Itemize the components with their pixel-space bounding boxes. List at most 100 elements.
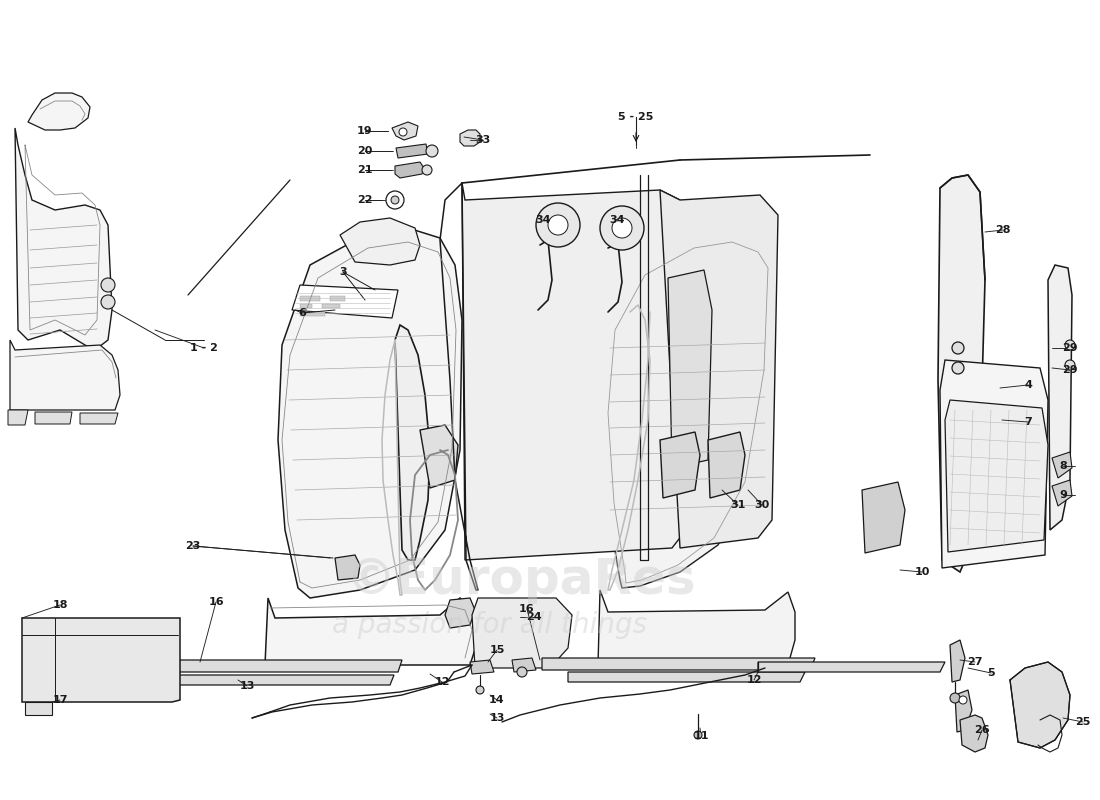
Circle shape [600, 206, 643, 250]
Text: 22: 22 [358, 195, 373, 205]
Text: 19: 19 [358, 126, 373, 136]
Polygon shape [336, 555, 360, 580]
Text: 34: 34 [609, 215, 625, 225]
Circle shape [959, 696, 967, 704]
Polygon shape [602, 228, 772, 588]
Text: 29: 29 [1063, 365, 1078, 375]
Polygon shape [460, 130, 480, 146]
Polygon shape [22, 618, 180, 702]
Text: 27: 27 [967, 657, 982, 667]
Polygon shape [1052, 452, 1072, 478]
Text: 24: 24 [526, 612, 542, 622]
Polygon shape [8, 410, 28, 425]
Polygon shape [25, 702, 52, 715]
Text: 17: 17 [53, 695, 68, 705]
Circle shape [952, 362, 964, 374]
Text: 33: 33 [475, 135, 491, 145]
Text: a passion for all things: a passion for all things [332, 611, 648, 639]
Polygon shape [396, 144, 428, 158]
Circle shape [386, 191, 404, 209]
Polygon shape [178, 675, 394, 685]
Polygon shape [330, 296, 345, 301]
Text: 4: 4 [1024, 380, 1032, 390]
Circle shape [694, 731, 702, 739]
Polygon shape [395, 325, 430, 560]
Text: 29: 29 [1063, 343, 1078, 353]
Polygon shape [862, 482, 905, 553]
Polygon shape [470, 660, 494, 674]
Circle shape [517, 667, 527, 677]
Text: 31: 31 [730, 500, 746, 510]
Text: 14: 14 [490, 695, 505, 705]
Circle shape [476, 686, 484, 694]
Polygon shape [648, 216, 724, 268]
Text: 34: 34 [536, 215, 551, 225]
Polygon shape [462, 183, 688, 560]
Circle shape [1065, 360, 1075, 370]
Text: 16: 16 [519, 604, 535, 614]
Circle shape [536, 203, 580, 247]
Text: 25: 25 [1076, 717, 1091, 727]
Text: 18: 18 [53, 600, 68, 610]
Polygon shape [945, 400, 1048, 552]
Text: 20: 20 [358, 146, 373, 156]
Polygon shape [708, 432, 745, 498]
Polygon shape [660, 190, 778, 548]
Polygon shape [300, 312, 324, 316]
Circle shape [548, 215, 568, 235]
Polygon shape [512, 658, 536, 672]
Polygon shape [1010, 662, 1070, 748]
Polygon shape [278, 228, 462, 598]
Text: 8: 8 [1059, 461, 1067, 471]
Circle shape [952, 342, 964, 354]
Polygon shape [758, 662, 945, 672]
Text: 15: 15 [490, 645, 505, 655]
Text: 9: 9 [1059, 490, 1067, 500]
Text: 10: 10 [914, 567, 929, 577]
Polygon shape [35, 412, 72, 424]
Text: 30: 30 [755, 500, 770, 510]
Text: 7: 7 [1024, 417, 1032, 427]
Polygon shape [292, 285, 398, 318]
Polygon shape [28, 93, 90, 130]
Text: 6: 6 [298, 308, 306, 318]
Text: 28: 28 [996, 225, 1011, 235]
Text: 26: 26 [975, 725, 990, 735]
Polygon shape [472, 598, 572, 668]
Text: 1 - 2: 1 - 2 [190, 343, 218, 353]
Circle shape [612, 218, 632, 238]
Polygon shape [300, 304, 312, 308]
Polygon shape [940, 360, 1048, 568]
Polygon shape [938, 175, 984, 572]
Text: 5 - 25: 5 - 25 [618, 112, 653, 122]
Polygon shape [395, 162, 424, 178]
Text: 3: 3 [339, 267, 346, 277]
Text: 5: 5 [987, 668, 994, 678]
Polygon shape [392, 122, 418, 140]
Text: 21: 21 [358, 165, 373, 175]
Polygon shape [10, 340, 120, 410]
Polygon shape [1052, 480, 1072, 506]
Text: 13: 13 [490, 713, 505, 723]
Polygon shape [950, 640, 965, 682]
Text: 13: 13 [240, 681, 255, 691]
Polygon shape [80, 413, 118, 424]
Text: 11: 11 [693, 731, 708, 741]
Circle shape [101, 295, 116, 309]
Polygon shape [542, 658, 815, 670]
Text: 23: 23 [185, 541, 200, 551]
Circle shape [422, 165, 432, 175]
Polygon shape [15, 128, 112, 350]
Polygon shape [660, 432, 700, 498]
Text: 12: 12 [434, 677, 450, 687]
Text: ©EuropaRes: ©EuropaRes [344, 556, 695, 604]
Circle shape [399, 128, 407, 136]
Polygon shape [265, 598, 478, 665]
Polygon shape [322, 304, 340, 308]
Circle shape [1065, 340, 1075, 350]
Circle shape [950, 693, 960, 703]
Polygon shape [960, 715, 988, 752]
Polygon shape [955, 690, 972, 732]
Circle shape [426, 145, 438, 157]
Circle shape [101, 278, 116, 292]
